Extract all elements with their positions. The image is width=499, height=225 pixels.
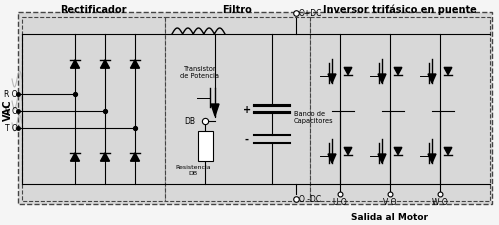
Text: Banco de
Capacitores: Banco de Capacitores [294, 111, 334, 124]
Text: Inversor trifásico en puente: Inversor trifásico en puente [323, 5, 477, 15]
Polygon shape [394, 148, 402, 155]
Text: O+DC: O+DC [299, 9, 322, 18]
Polygon shape [130, 153, 140, 162]
Polygon shape [328, 75, 336, 84]
Polygon shape [328, 154, 336, 163]
Polygon shape [211, 105, 219, 117]
Polygon shape [100, 153, 110, 162]
Text: VAC: VAC [3, 99, 13, 120]
Text: Resistencia
DB: Resistencia DB [175, 164, 211, 175]
Text: W O: W O [432, 198, 448, 207]
Text: Transistor
de Potencia: Transistor de Potencia [181, 66, 220, 79]
Polygon shape [444, 68, 452, 75]
Bar [165, 18, 310, 201]
Bar [198, 131, 213, 161]
Polygon shape [130, 61, 140, 69]
Polygon shape [444, 148, 452, 155]
Polygon shape [378, 75, 386, 84]
Text: V O: V O [383, 198, 397, 207]
Text: -: - [245, 134, 249, 144]
Polygon shape [344, 148, 352, 155]
Bar [22, 18, 165, 201]
Text: U O: U O [333, 198, 347, 207]
Text: T O: T O [5, 124, 18, 133]
Polygon shape [100, 61, 110, 69]
Polygon shape [70, 61, 79, 69]
Bar [310, 18, 490, 201]
Text: DB: DB [184, 117, 195, 126]
Text: Filtro: Filtro [222, 5, 252, 15]
Polygon shape [70, 153, 79, 162]
Text: S O: S O [5, 107, 18, 116]
Text: +: + [243, 105, 251, 115]
Text: R O: R O [4, 90, 18, 99]
Bar [18, 13, 492, 204]
Polygon shape [344, 68, 352, 75]
Text: Rectificador: Rectificador [60, 5, 126, 15]
Polygon shape [394, 68, 402, 75]
Polygon shape [378, 154, 386, 163]
Polygon shape [428, 75, 436, 84]
Text: Salida al Motor: Salida al Motor [351, 213, 429, 222]
Text: O -DC: O -DC [299, 195, 321, 204]
Polygon shape [428, 154, 436, 163]
